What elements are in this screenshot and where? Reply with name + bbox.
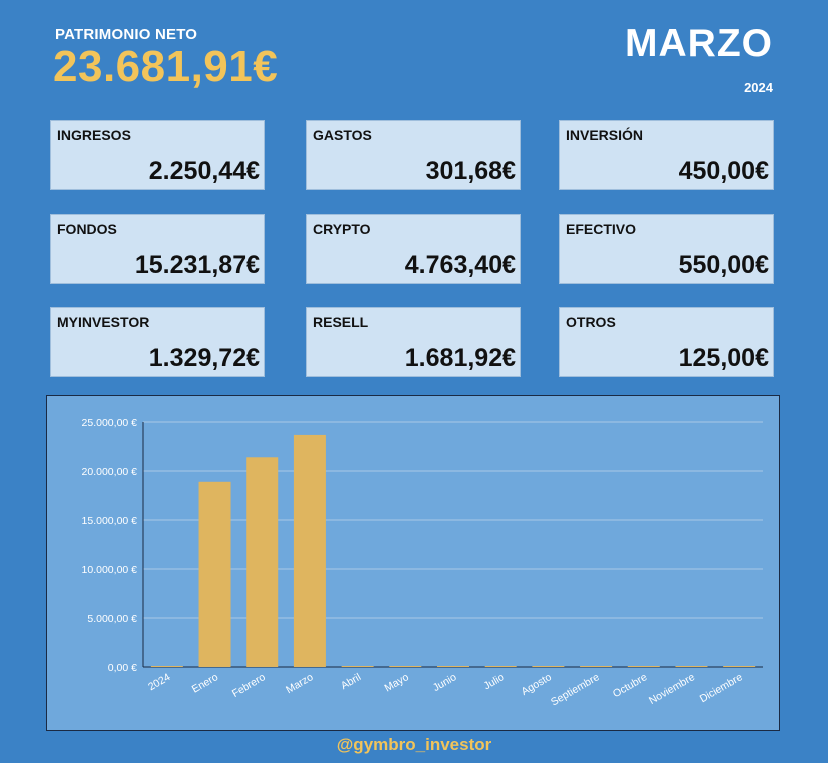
bar-octubre: [627, 666, 660, 667]
bar-2024: [150, 666, 183, 667]
card-label: RESELL: [313, 314, 369, 330]
card-value: 2.250,44€: [148, 157, 260, 185]
card-value: 125,00€: [678, 344, 769, 372]
x-tick-label: Abril: [339, 671, 363, 692]
card-value: 1.681,92€: [404, 344, 516, 372]
card-label: EFECTIVO: [566, 221, 637, 237]
x-tick-label: Mayo: [383, 671, 411, 694]
bar-marzo: [293, 434, 326, 667]
x-tick-label: Agosto: [520, 671, 554, 698]
x-tick-label: Febrero: [230, 671, 268, 700]
card-value: 550,00€: [678, 251, 769, 279]
bar-noviembre: [675, 666, 708, 667]
card-label: INVERSIÓN: [566, 127, 644, 143]
net-worth-label: PATRIMONIO NETO: [55, 26, 198, 43]
x-tick-label: Marzo: [284, 671, 315, 696]
footer-handle: @gymbro_investor: [336, 735, 492, 754]
y-tick-label: 0,00 €: [108, 662, 137, 674]
bar-mayo: [389, 666, 422, 667]
x-tick-label: Junio: [431, 671, 459, 694]
card-label: CRYPTO: [313, 221, 371, 237]
x-tick-label: 2024: [146, 671, 172, 693]
card-value: 15.231,87€: [134, 251, 260, 279]
card-value: 301,68€: [425, 157, 516, 185]
bar-junio: [437, 666, 469, 667]
card-inversion: INVERSIÓN 450,00€: [559, 120, 774, 190]
card-efectivo: EFECTIVO 550,00€: [559, 214, 774, 284]
card-myinvestor: MYINVESTOR 1.329,72€: [50, 307, 265, 377]
x-tick-label: Octubre: [611, 671, 649, 700]
bar-agosto: [532, 666, 565, 667]
y-tick-label: 20.000,00 €: [82, 466, 138, 478]
bar-enero: [198, 481, 231, 667]
card-ingresos: INGRESOS 2.250,44€: [50, 120, 265, 190]
card-label: GASTOS: [313, 127, 372, 143]
y-tick-label: 25.000,00 €: [82, 417, 138, 429]
x-tick-label: Noviembre: [647, 671, 697, 707]
bar-septiembre: [580, 666, 613, 667]
card-label: OTROS: [566, 314, 616, 330]
card-crypto: CRYPTO 4.763,40€: [306, 214, 521, 284]
card-resell: RESELL 1.681,92€: [306, 307, 521, 377]
y-tick-label: 10.000,00 €: [82, 564, 138, 576]
card-label: INGRESOS: [57, 127, 131, 143]
card-otros: OTROS 125,00€: [559, 307, 774, 377]
x-tick-label: Enero: [190, 671, 220, 695]
bar-julio: [484, 666, 517, 667]
bar-diciembre: [723, 666, 756, 667]
y-tick-label: 15.000,00 €: [82, 515, 138, 527]
x-tick-label: Julio: [481, 671, 506, 692]
card-value: 4.763,40€: [404, 251, 516, 279]
card-value: 450,00€: [678, 157, 769, 185]
x-tick-label: Diciembre: [698, 671, 745, 705]
card-value: 1.329,72€: [148, 344, 260, 372]
y-tick-label: 5.000,00 €: [87, 613, 137, 625]
bar-abril: [341, 666, 374, 667]
card-gastos: GASTOS 301,68€: [306, 120, 521, 190]
net-worth-chart: 0,00 € 5.000,00 € 10.000,00 € 15.000,00 € 20…: [46, 395, 780, 731]
month-title: MARZO: [625, 22, 773, 65]
net-worth-value: 23.681,91€: [53, 42, 279, 91]
card-label: MYINVESTOR: [57, 314, 150, 330]
card-label: FONDOS: [57, 221, 117, 237]
card-fondos: FONDOS 15.231,87€: [50, 214, 265, 284]
bar-febrero: [246, 457, 279, 667]
bar-chart: 0,00 € 5.000,00 € 10.000,00 € 15.000,00 € 20…: [82, 417, 763, 708]
year-label: 2024: [744, 80, 773, 95]
x-tick-label: Septiembre: [549, 671, 602, 708]
